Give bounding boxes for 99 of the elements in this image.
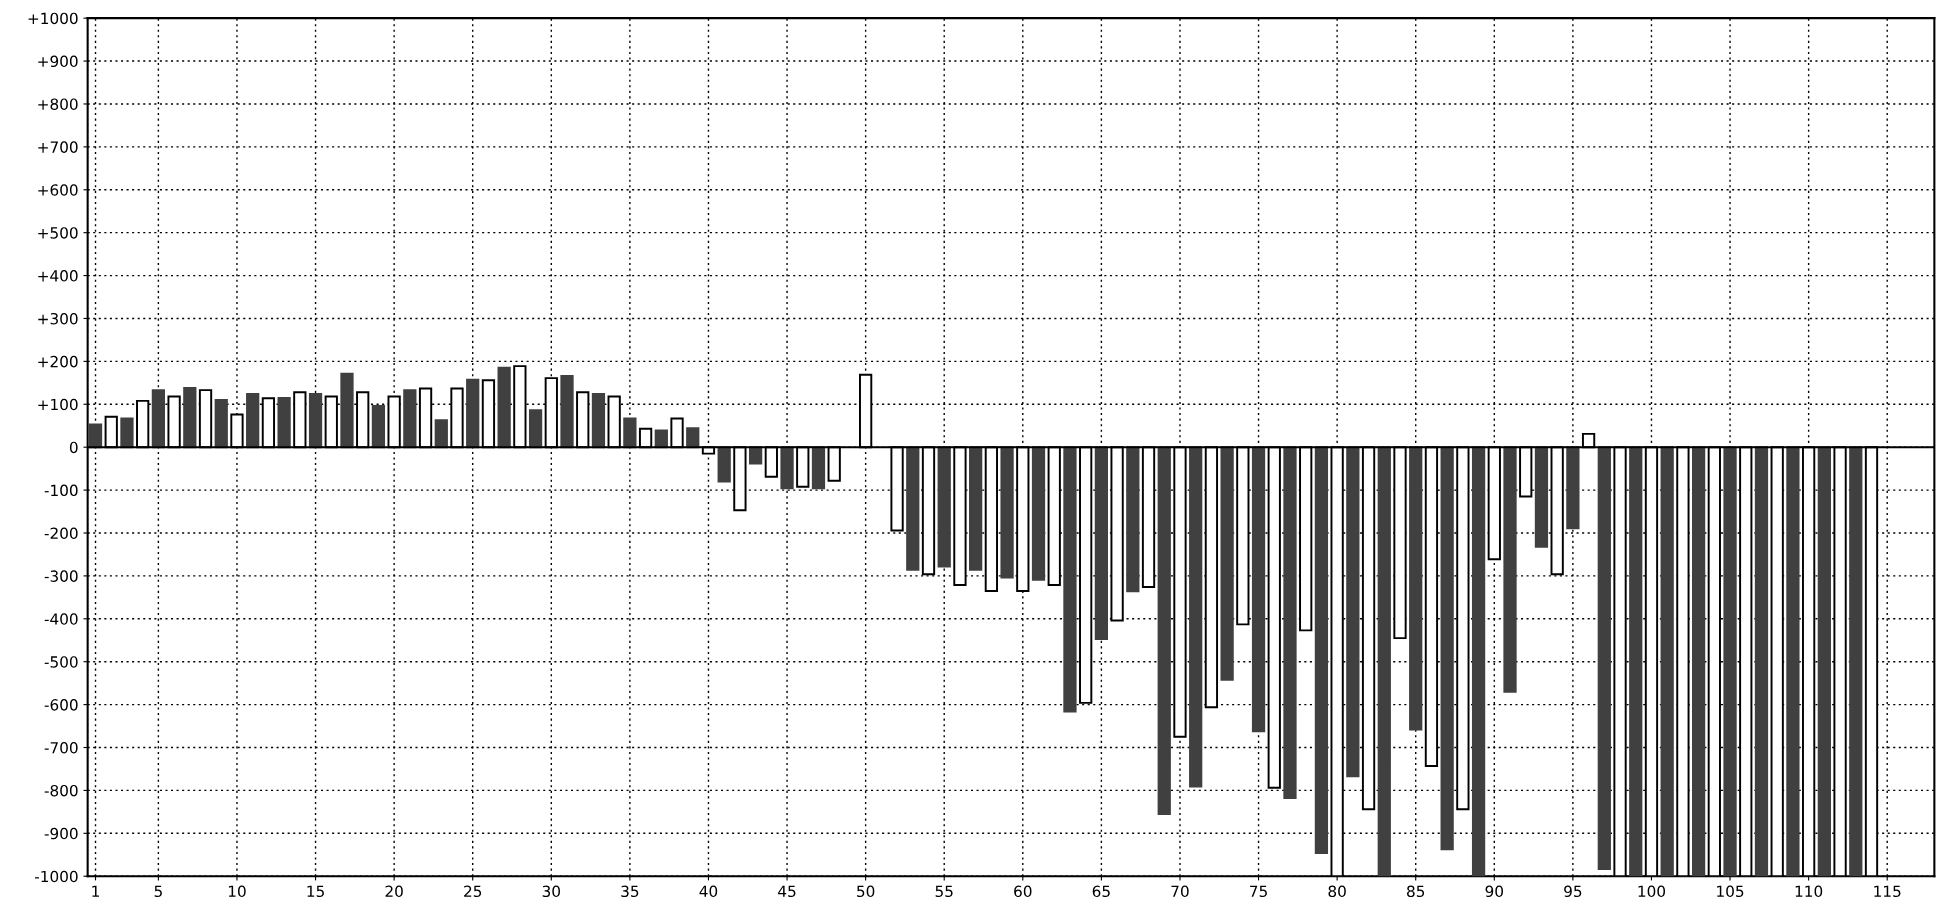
y-tick-label: 0: [69, 441, 78, 454]
bar: [1126, 446, 1140, 593]
bar: [1063, 446, 1077, 713]
bar: [183, 387, 197, 449]
bar: [1503, 446, 1517, 693]
bar: [906, 446, 920, 571]
bar: [1440, 446, 1454, 851]
bar: [560, 375, 574, 449]
bar: [151, 389, 166, 449]
bar: [780, 446, 794, 490]
bar: [1346, 446, 1360, 778]
bar: [1094, 446, 1109, 640]
x-tick-label: 80: [1328, 885, 1346, 898]
y-tick-label: -600: [44, 699, 78, 711]
x-tick-label: 55: [935, 885, 953, 898]
y-tick-label: +300: [38, 312, 78, 325]
y-tick-label: +200: [38, 355, 78, 368]
x-tick-label: 20: [385, 885, 403, 898]
bar: [591, 393, 606, 449]
y-tick-label: -900: [44, 827, 78, 840]
x-tick-label: 115: [1874, 885, 1901, 898]
bar: [1409, 446, 1423, 731]
x-tick-label: 30: [542, 885, 561, 898]
bar: [120, 417, 134, 449]
y-tick-label: +100: [38, 398, 78, 411]
bar: [1691, 446, 1706, 877]
y-tick-label: -300: [44, 570, 78, 582]
x-tick-label: 60: [1014, 885, 1032, 898]
bar: [277, 396, 291, 449]
bar: [1534, 446, 1549, 548]
y-tick-label: -400: [44, 613, 78, 625]
bar: [1660, 446, 1674, 877]
y-tick-label: -100: [44, 484, 78, 497]
bar: [1629, 446, 1643, 877]
x-tick-label: 25: [464, 885, 482, 898]
bar: [466, 378, 480, 449]
x-tick-label: 105: [1717, 885, 1744, 898]
bar: [340, 372, 354, 449]
bar: [528, 409, 543, 449]
x-tick-label: 5: [154, 885, 162, 898]
x-tick-label: 100: [1638, 885, 1666, 898]
bar: [403, 389, 417, 449]
x-tick-label: 85: [1407, 885, 1425, 898]
y-tick-label: +1000: [28, 12, 78, 25]
bar: [717, 446, 731, 483]
y-tick-label: +600: [38, 184, 78, 196]
x-tick-label: 110: [1795, 885, 1823, 898]
y-tick-label: -700: [44, 741, 78, 754]
bar: [1471, 446, 1486, 877]
bar: [1817, 446, 1831, 877]
bar: [308, 393, 323, 449]
bar: [214, 399, 228, 449]
bar: [1283, 446, 1297, 800]
x-tick-label: 15: [307, 885, 324, 898]
bar: [1786, 446, 1800, 877]
y-tick-label: +700: [38, 141, 78, 153]
bar: [88, 423, 103, 449]
y-tick-label: -200: [44, 527, 78, 540]
y-tick-label: +800: [38, 98, 78, 110]
y-tick-label: -500: [44, 656, 78, 668]
bar: [1251, 446, 1266, 733]
bar: [371, 405, 386, 449]
x-tick-label: 45: [778, 885, 796, 898]
bar: [1220, 446, 1234, 681]
y-tick-label: +900: [38, 55, 78, 68]
bar: [1157, 446, 1171, 815]
y-tick-label: +400: [38, 270, 78, 282]
x-tick-label: 50: [857, 885, 875, 898]
bar: [811, 446, 826, 490]
x-tick-label: 40: [699, 885, 718, 898]
bar: [1754, 446, 1769, 877]
y-tick-label: -1000: [34, 870, 78, 883]
x-tick-label: 65: [1092, 885, 1110, 898]
x-tick-label: 35: [621, 885, 639, 898]
bar: [623, 417, 637, 449]
bar: [1031, 446, 1046, 581]
bar: [654, 429, 668, 449]
bar: [434, 419, 448, 449]
bar: [686, 427, 700, 449]
y-tick-label: -800: [44, 784, 78, 797]
bar: [1566, 446, 1580, 530]
bar: [1849, 446, 1863, 877]
bar: [1723, 446, 1737, 877]
bar: [1597, 446, 1611, 870]
bar: [497, 366, 511, 449]
bar: [1314, 446, 1329, 855]
x-tick-label: 75: [1250, 885, 1267, 898]
x-tick-label: 70: [1171, 885, 1189, 898]
x-tick-label: 95: [1564, 885, 1582, 898]
x-tick-label: 10: [228, 885, 246, 898]
y-tick-label: +500: [38, 227, 78, 239]
bar: [1377, 446, 1391, 877]
bar: [1189, 446, 1203, 788]
bar: [937, 446, 951, 568]
x-tick-label: 1: [92, 885, 99, 897]
bar: [1000, 446, 1014, 579]
x-tick-label: 90: [1485, 885, 1503, 898]
bar: [246, 393, 260, 449]
bar: [969, 446, 983, 571]
